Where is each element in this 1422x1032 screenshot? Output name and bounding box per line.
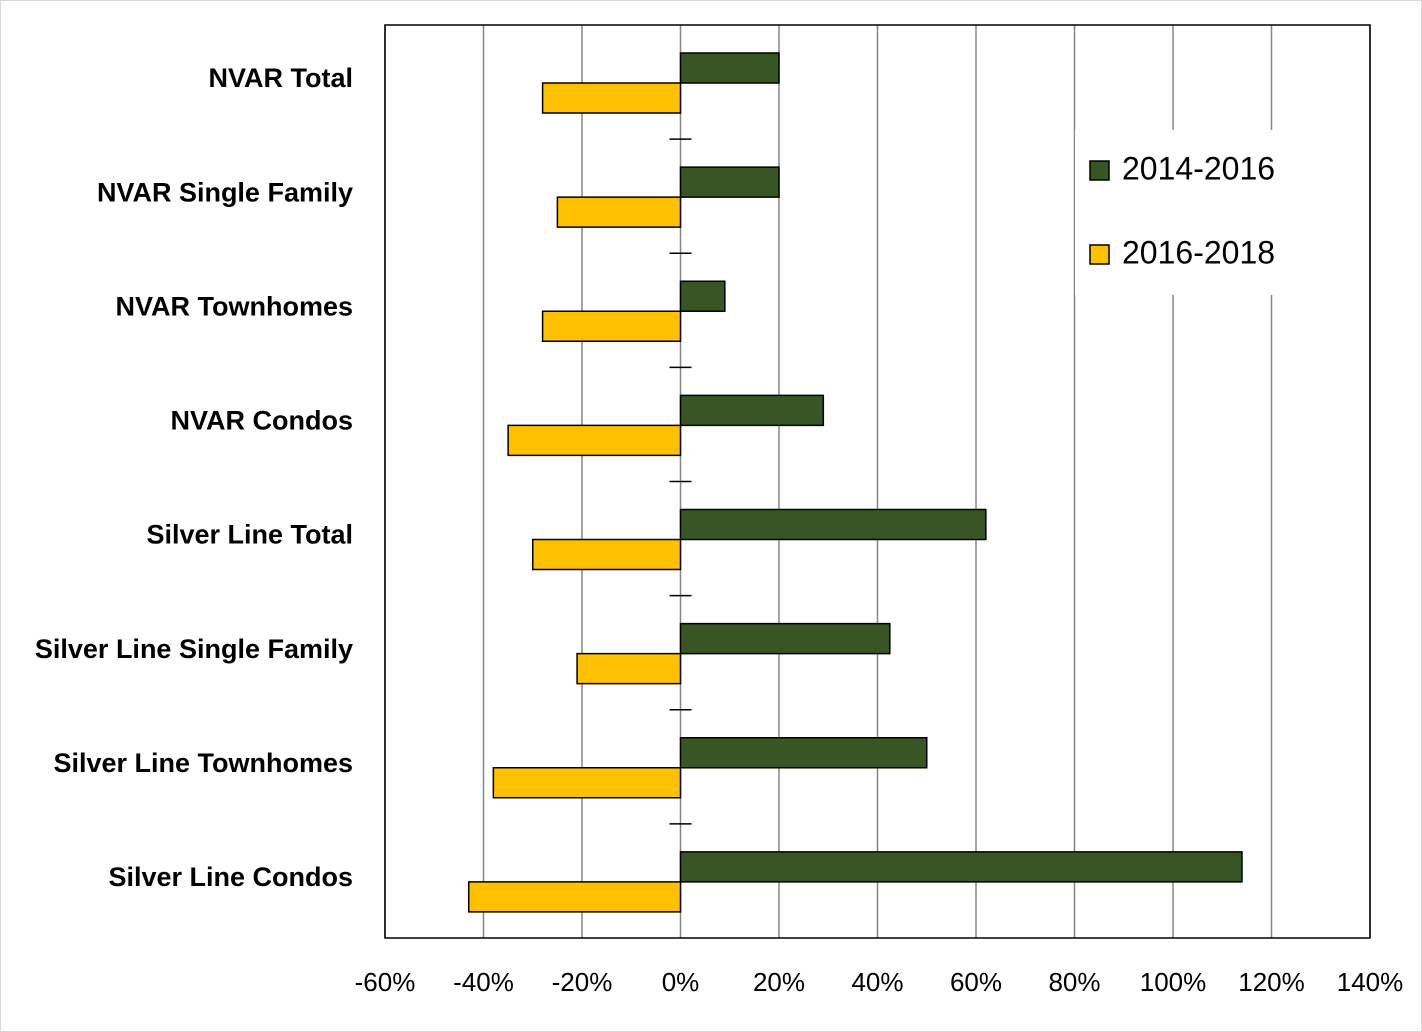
- bar: [541, 82, 682, 114]
- x-tick-label: 60%: [950, 967, 1002, 997]
- bar: [679, 622, 891, 655]
- legend-label: 2016-2018: [1122, 234, 1275, 270]
- x-tick-label: 20%: [753, 967, 805, 997]
- bar: [541, 310, 682, 342]
- y-tick-label: Silver Line Total: [146, 520, 353, 550]
- y-tick-label: Silver Line Single Family: [35, 634, 353, 664]
- x-tick-label: 80%: [1048, 967, 1100, 997]
- legend-swatch: [1089, 244, 1110, 265]
- x-tick-label: -60%: [355, 967, 416, 997]
- x-tick-label: 40%: [851, 967, 903, 997]
- bar: [679, 166, 780, 198]
- bar: [679, 394, 825, 427]
- bar: [679, 52, 780, 84]
- legend-label: 2014-2016: [1122, 150, 1275, 186]
- bar: [492, 767, 682, 799]
- bar: [532, 538, 682, 571]
- x-tick-label: -40%: [453, 967, 514, 997]
- y-tick-label: Silver Line Condos: [108, 862, 353, 892]
- x-tick-label: 120%: [1238, 967, 1305, 997]
- bar: [576, 652, 682, 685]
- bar: [507, 424, 682, 457]
- y-tick-label: NVAR Total: [209, 63, 354, 93]
- bar: [679, 737, 928, 769]
- y-tick-label: Silver Line Townhomes: [53, 748, 353, 778]
- y-tick-label: NVAR Townhomes: [115, 291, 353, 321]
- legend-box: [1075, 130, 1300, 295]
- bar: [679, 280, 726, 312]
- y-tick-label: NVAR Single Family: [97, 177, 353, 207]
- bar: [679, 851, 1243, 883]
- bar: [467, 881, 682, 913]
- x-tick-label: 140%: [1337, 967, 1404, 997]
- bar: [679, 508, 987, 541]
- y-tick-label: NVAR Condos: [171, 406, 354, 436]
- bar: [556, 196, 682, 228]
- x-tick-label: -20%: [552, 967, 613, 997]
- x-tick-label: 100%: [1140, 967, 1207, 997]
- x-tick-label: 0%: [662, 967, 700, 997]
- plot-border: [384, 24, 1371, 939]
- legend-swatch: [1089, 160, 1110, 181]
